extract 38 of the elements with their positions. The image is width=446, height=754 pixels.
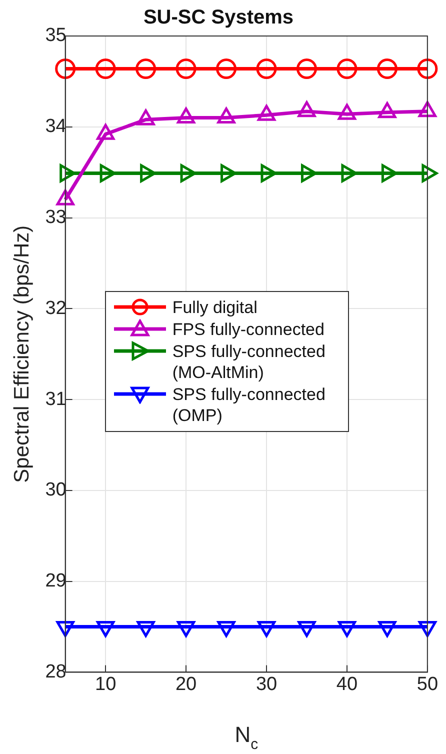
y-tick-label: 28 [45, 661, 66, 682]
point [338, 621, 356, 638]
point [216, 58, 237, 79]
y-tick-label: 30 [45, 480, 66, 501]
point [55, 58, 76, 79]
legend-label: SPS fully-connected (MO-AltMin) [172, 341, 326, 383]
point [136, 58, 156, 79]
point [417, 58, 438, 79]
point [296, 58, 317, 79]
point [298, 621, 316, 638]
point [256, 58, 277, 79]
x-tick-label: 20 [175, 674, 197, 695]
x-tick-label: 40 [336, 674, 358, 695]
x-tick-label: 10 [94, 674, 116, 695]
point [176, 621, 196, 638]
x-tick-label: 30 [256, 674, 278, 695]
point [96, 621, 115, 638]
y-tick-label: 29 [45, 570, 66, 592]
point [136, 621, 155, 638]
legend-label: SPS fully-connected (OMP) [172, 384, 326, 426]
point [217, 621, 236, 638]
point [378, 621, 396, 638]
legend-label: FPS fully-connected [172, 319, 326, 340]
y-tick-label: 32 [45, 298, 66, 319]
point [376, 58, 398, 79]
point [257, 621, 276, 638]
y-axis-title: Spectral Efficiency (bps/Hz) [10, 225, 34, 483]
y-tick-label: 31 [45, 388, 66, 410]
point [56, 621, 74, 638]
y-tick-label: 33 [45, 207, 66, 228]
point [418, 621, 436, 638]
point [176, 58, 196, 79]
y-tick-label: 35 [45, 25, 66, 46]
point [95, 58, 116, 79]
chart-title: SU-SC Systems [143, 6, 294, 29]
legend-label: Fully digital [172, 297, 258, 318]
point [336, 58, 358, 79]
x-tick-label: 50 [416, 674, 438, 695]
